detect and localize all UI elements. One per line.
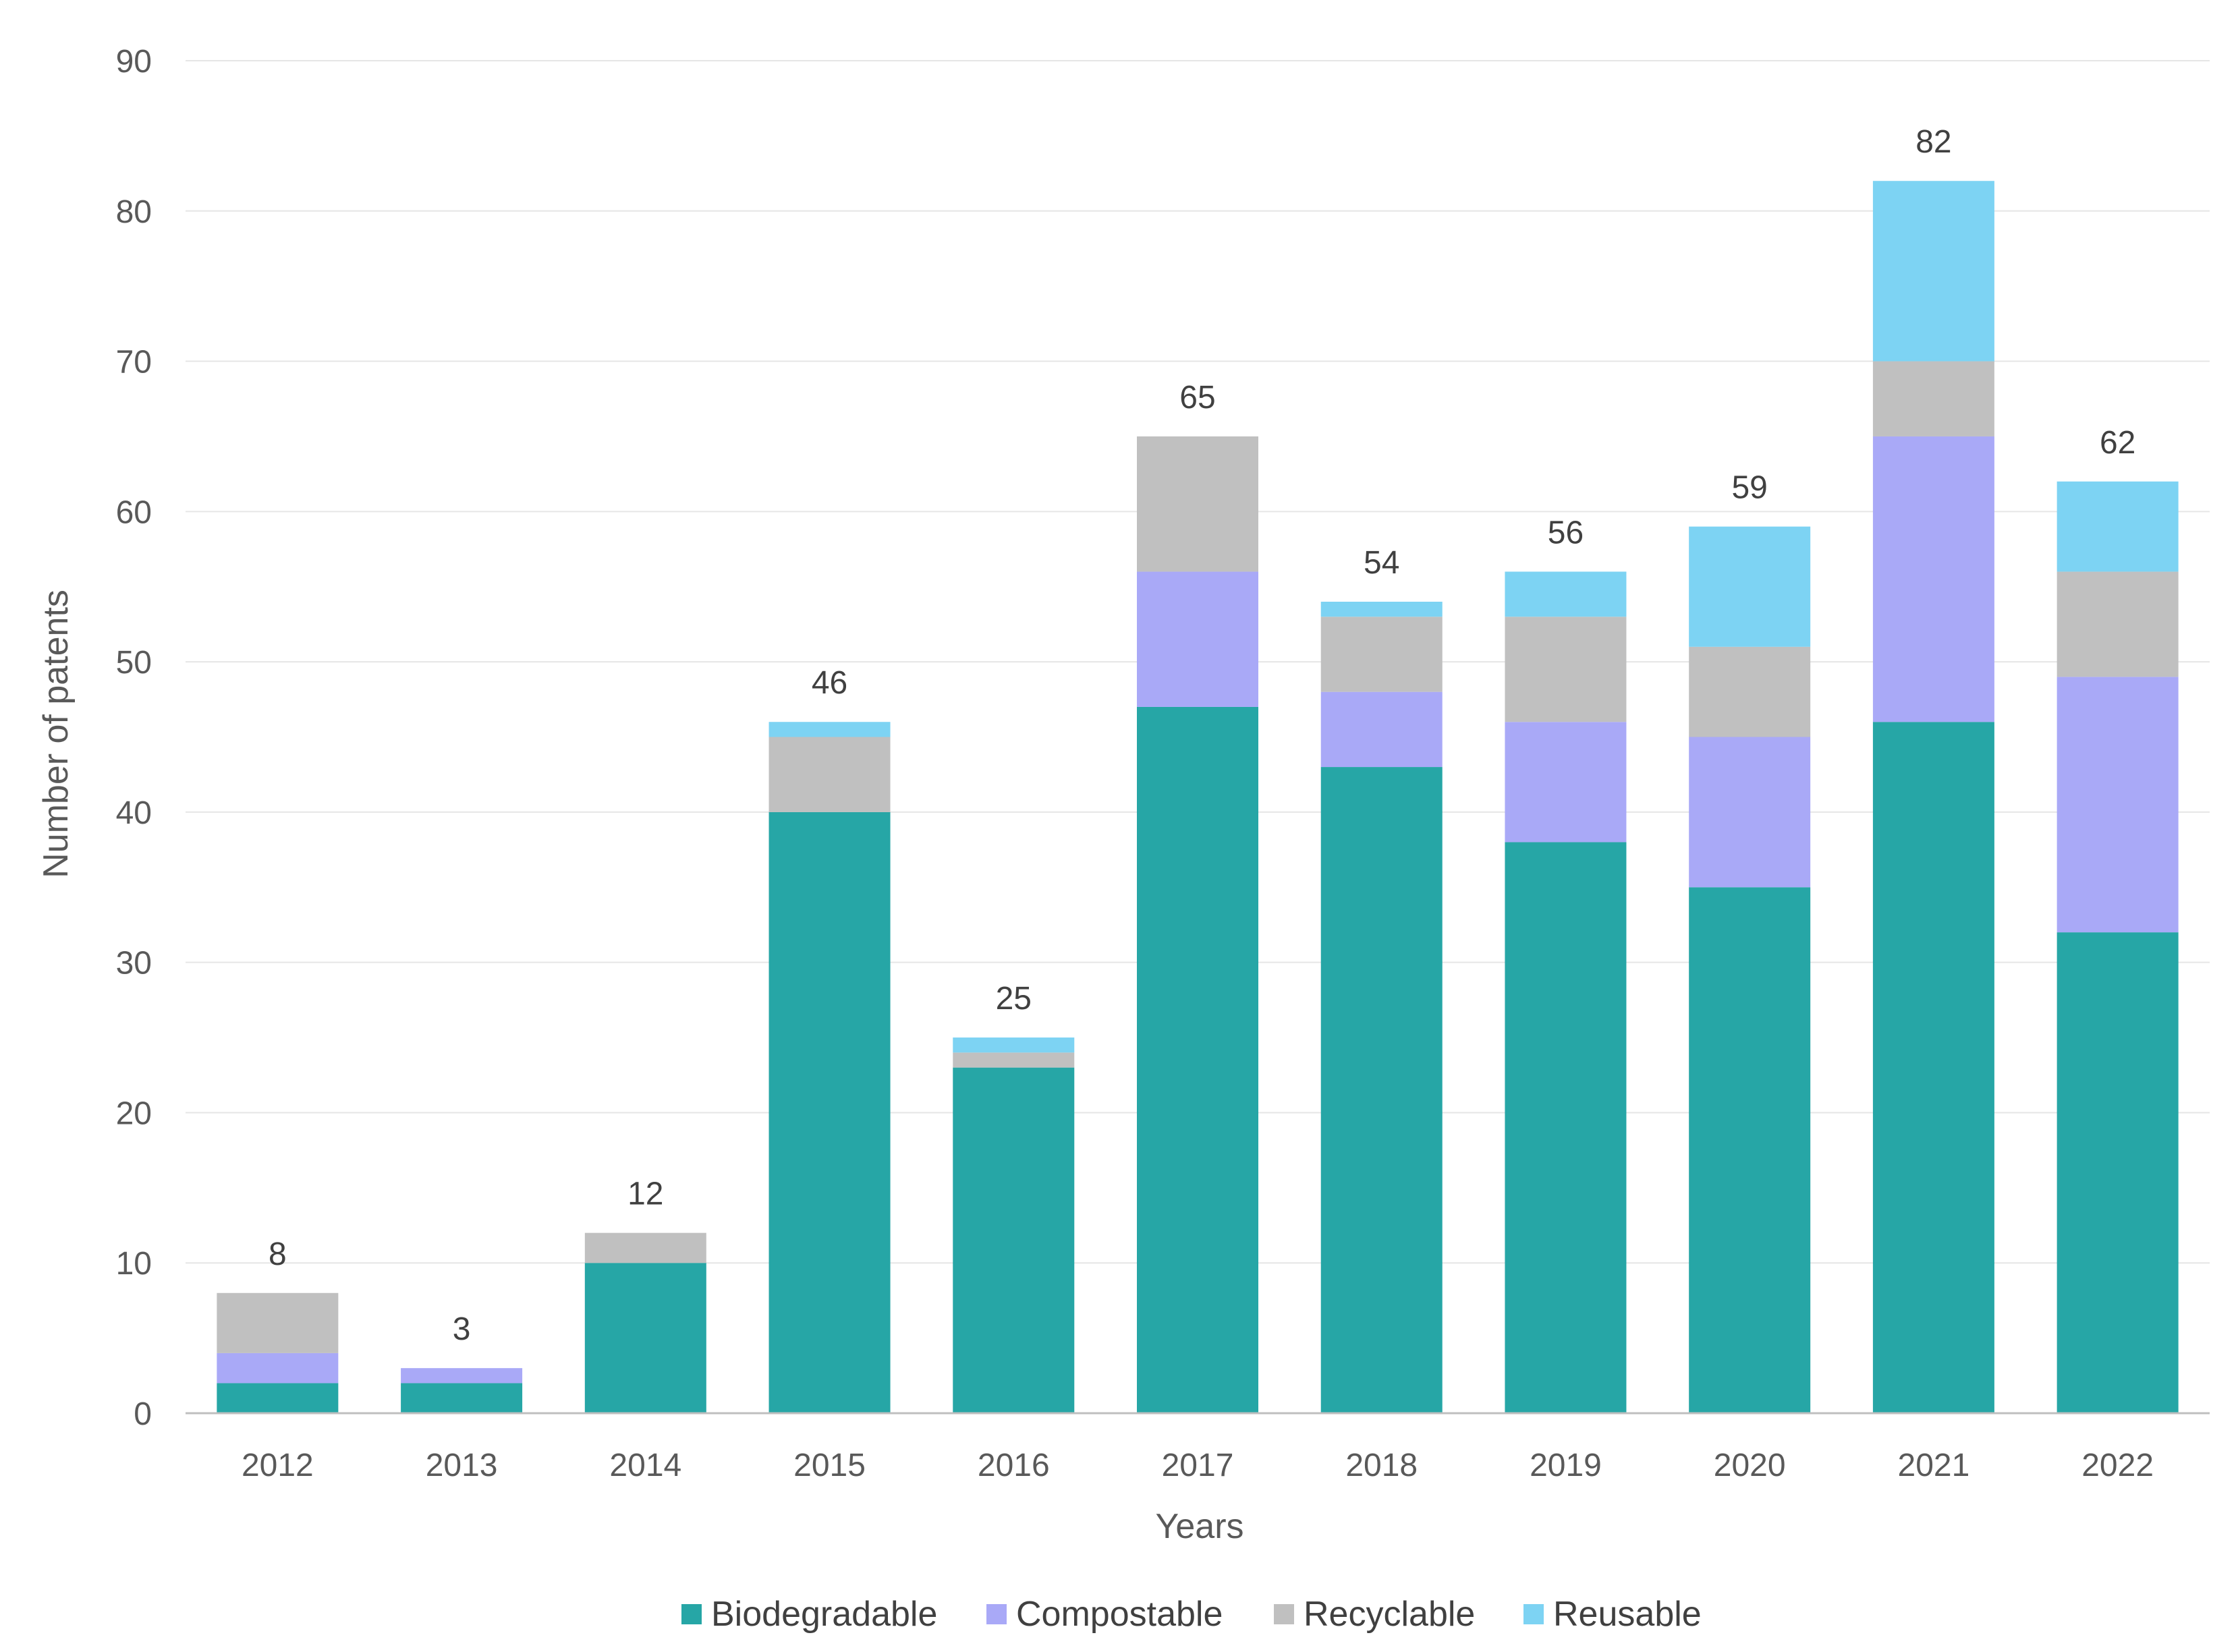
bar-segment-biodegradable	[584, 1263, 706, 1413]
bar-segment-biodegradable	[1872, 722, 1994, 1413]
x-tick-label: 2016	[978, 1448, 1050, 1483]
x-axis-title: Years	[1155, 1507, 1243, 1546]
bar-segment-recyclable	[584, 1232, 706, 1263]
y-tick-label: 10	[116, 1246, 152, 1282]
x-tick-label: 2020	[1714, 1448, 1786, 1483]
bar-segment-recyclable	[1320, 617, 1443, 692]
x-tick-label: 2013	[426, 1448, 498, 1483]
legend-swatch-reusable	[1523, 1604, 1544, 1624]
y-tick-label: 90	[116, 44, 152, 80]
total-label: 12	[627, 1176, 663, 1212]
bar-segment-biodegradable	[1137, 706, 1258, 1413]
bar-segment-reusable	[953, 1037, 1075, 1053]
total-label: 54	[1364, 545, 1399, 581]
bar-segment-recyclable	[1689, 646, 1811, 737]
y-tick-label: 80	[116, 194, 152, 230]
x-axis-ticks: 2012 2013 2014 2015 2016 2017 2018 2019 2020 2021…	[242, 1448, 2154, 1483]
y-tick-label: 20	[116, 1095, 152, 1131]
x-tick-label: 2019	[1530, 1448, 1602, 1483]
x-tick-label: 2015	[793, 1448, 866, 1483]
total-labels: 8 3 12 46 25 65 54 56 59 82 62	[269, 124, 2135, 1347]
y-tick-label: 30	[116, 946, 152, 981]
bar-segment-biodegradable	[1689, 887, 1811, 1413]
x-tick-label: 2017	[1162, 1448, 1234, 1483]
bar-segment-reusable	[1320, 602, 1443, 617]
total-label: 59	[1731, 470, 1767, 506]
total-label: 82	[1915, 124, 1951, 160]
bar-segment-recyclable	[217, 1292, 339, 1353]
total-label: 46	[812, 665, 847, 701]
bar-segment-reusable	[2057, 481, 2179, 572]
legend-swatch-compostable	[986, 1604, 1007, 1624]
bar-segment-recyclable	[1872, 361, 1994, 436]
bar-segment-recyclable	[1505, 617, 1627, 722]
legend-label-biodegradable: Biodegradable	[711, 1595, 937, 1634]
legend-label-recyclable: Recyclable	[1304, 1595, 1475, 1634]
bar-segment-compostable	[1320, 691, 1443, 768]
y-tick-label: 40	[116, 795, 152, 831]
legend-swatch-biodegradable	[681, 1604, 702, 1624]
bar-segment-biodegradable	[1320, 767, 1443, 1413]
legend-swatch-recyclable	[1274, 1604, 1294, 1624]
bar-segment-reusable	[1505, 571, 1627, 617]
total-label: 65	[1179, 380, 1215, 416]
legend: Biodegradable Compostable Recyclable Reusab…	[681, 1595, 1702, 1634]
bar-segment-compostable	[1137, 571, 1258, 707]
bar-segment-biodegradable	[953, 1067, 1075, 1413]
total-label: 8	[269, 1236, 287, 1272]
legend-label-compostable: Compostable	[1016, 1595, 1223, 1634]
y-axis-title: Number of patents	[36, 590, 76, 878]
bar-segment-recyclable	[953, 1052, 1075, 1068]
x-tick-label: 2021	[1898, 1448, 1970, 1483]
bar-segment-compostable	[401, 1368, 523, 1384]
total-label: 56	[1548, 515, 1584, 550]
bar-segment-biodegradable	[768, 811, 891, 1413]
bar-segment-compostable	[217, 1352, 339, 1384]
bar-segment-reusable	[768, 722, 891, 737]
total-label: 62	[2100, 425, 2135, 461]
y-tick-label: 50	[116, 645, 152, 681]
bar-segment-recyclable	[1137, 436, 1258, 572]
bar-segment-compostable	[2057, 677, 2179, 933]
total-label: 25	[996, 981, 1032, 1017]
bar-segment-biodegradable	[401, 1383, 523, 1413]
bar-segment-biodegradable	[1505, 842, 1627, 1413]
x-tick-label: 2022	[2081, 1448, 2154, 1483]
bar-segment-reusable	[1872, 181, 1994, 362]
x-tick-label: 2018	[1345, 1448, 1418, 1483]
bars	[217, 181, 2179, 1413]
bar-segment-compostable	[1505, 722, 1627, 843]
legend-label-reusable: Reusable	[1553, 1595, 1702, 1634]
y-tick-label: 70	[116, 345, 152, 380]
y-axis-ticks: 0 10 20 30 40 50 60 70 80 90	[116, 44, 152, 1432]
bar-segment-compostable	[1872, 436, 1994, 722]
x-tick-label: 2014	[609, 1448, 681, 1483]
total-label: 3	[453, 1311, 471, 1347]
y-tick-label: 60	[116, 494, 152, 530]
bar-segment-compostable	[1689, 737, 1811, 888]
y-tick-label: 0	[134, 1396, 152, 1432]
x-tick-label: 2012	[242, 1448, 314, 1483]
bar-segment-recyclable	[768, 737, 891, 812]
bar-segment-recyclable	[2057, 571, 2179, 677]
bar-segment-reusable	[1689, 526, 1811, 647]
bar-segment-biodegradable	[217, 1383, 339, 1413]
bar-segment-biodegradable	[2057, 932, 2179, 1413]
